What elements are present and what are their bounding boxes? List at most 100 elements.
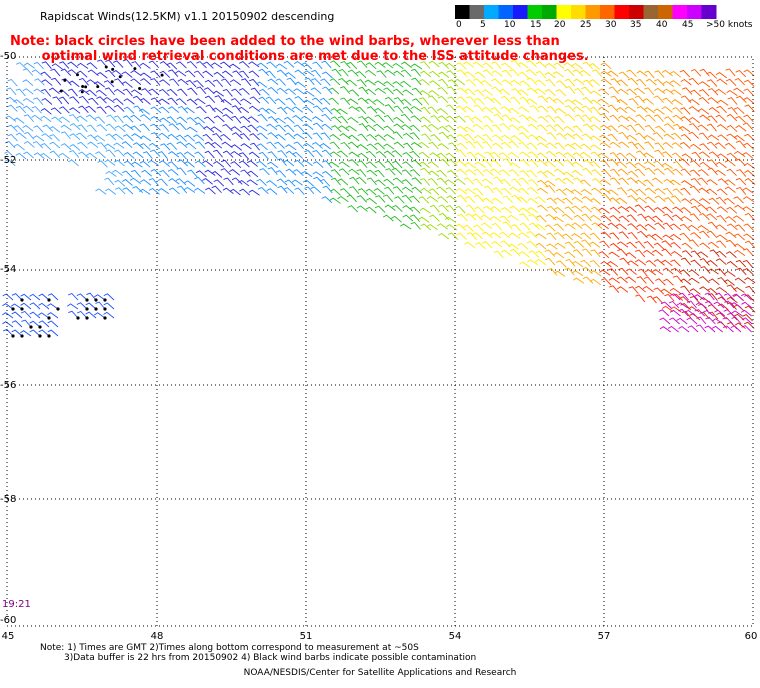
wind-barb	[76, 293, 88, 301]
wind-barb	[654, 222, 666, 230]
contamination-dot	[20, 307, 24, 311]
wind-barb	[15, 88, 26, 97]
wind-barb	[159, 70, 171, 78]
wind-barb	[59, 96, 70, 105]
wind-barb	[616, 276, 628, 284]
wind-barb	[150, 169, 162, 177]
wind-barb	[554, 242, 566, 249]
wind-barb	[31, 69, 43, 77]
wind-barb	[294, 81, 306, 88]
legend-swatch	[600, 5, 615, 19]
wind-barb	[347, 141, 359, 149]
wind-barb	[581, 105, 593, 113]
wind-barb	[265, 70, 276, 79]
wind-barb	[743, 142, 755, 150]
wind-barb	[481, 231, 493, 239]
wind-barb	[634, 179, 646, 187]
wind-barb	[247, 124, 259, 132]
wind-barb	[644, 167, 656, 175]
wind-barb	[105, 170, 117, 177]
wind-barb	[105, 123, 117, 131]
wind-barb	[491, 61, 502, 70]
wind-barb	[148, 60, 160, 69]
wind-barb	[86, 152, 98, 160]
wind-barb	[607, 133, 618, 142]
wind-barb	[698, 303, 709, 312]
y-tick-label: -52	[0, 155, 17, 166]
wind-barb	[194, 160, 206, 168]
wind-barb	[554, 232, 565, 240]
wind-barb	[715, 258, 727, 266]
wind-barb	[49, 150, 61, 158]
wind-barb	[266, 123, 278, 131]
wind-barb	[122, 88, 133, 97]
wind-barb	[744, 294, 755, 302]
wind-barb	[740, 309, 752, 317]
wind-barb	[645, 114, 656, 122]
wind-barb	[696, 324, 707, 333]
wind-barb	[22, 125, 34, 132]
wind-barb	[627, 260, 639, 267]
wind-barb	[726, 89, 738, 96]
wind-barb	[122, 170, 133, 178]
wind-barb	[687, 224, 700, 231]
wind-barb	[735, 158, 746, 167]
wind-barb	[705, 316, 716, 325]
wind-barb	[537, 204, 548, 212]
wind-barb	[699, 258, 710, 266]
wind-barb	[312, 61, 323, 70]
wind-barb	[465, 204, 476, 213]
wind-barb	[40, 143, 52, 151]
contamination-dot	[85, 316, 89, 320]
wind-barb	[499, 169, 511, 177]
wind-barb	[654, 70, 665, 78]
wind-barb	[681, 310, 692, 319]
wind-barb	[421, 124, 432, 133]
wind-barb	[356, 205, 368, 212]
wind-barb	[123, 106, 135, 114]
wind-barb	[158, 132, 170, 140]
wind-barb	[438, 125, 450, 133]
wind-barb	[456, 168, 468, 176]
wind-barb	[724, 142, 736, 150]
wind-barb	[546, 232, 557, 241]
wind-barb	[653, 114, 664, 123]
wind-barb	[741, 325, 752, 333]
wind-barb	[142, 151, 153, 160]
wind-barb	[564, 251, 576, 258]
wind-barb	[259, 168, 270, 176]
wind-barb	[654, 87, 666, 95]
wind-barb	[708, 197, 720, 205]
wind-barb	[69, 144, 81, 151]
wind-barb	[653, 95, 664, 103]
legend-swatch	[614, 5, 630, 19]
wind-barb	[653, 242, 665, 250]
wind-barb	[552, 216, 564, 223]
wind-barb	[490, 215, 502, 223]
wind-barb	[428, 95, 439, 103]
wind-barb	[658, 309, 670, 317]
wind-barb	[509, 162, 521, 169]
wind-barb	[29, 329, 41, 337]
wind-barb	[113, 159, 125, 167]
wind-barb	[742, 259, 753, 268]
wind-barb	[697, 124, 709, 131]
wind-barb	[400, 113, 411, 122]
wind-barb	[717, 321, 728, 329]
wind-barb	[690, 177, 701, 186]
wind-barb	[733, 107, 745, 115]
wind-barb	[322, 107, 333, 115]
wind-barb	[223, 177, 234, 186]
wind-barb	[69, 96, 80, 104]
wind-barb	[527, 142, 538, 150]
wind-barb	[419, 207, 431, 214]
wind-barb	[68, 310, 79, 319]
wind-barb	[519, 261, 531, 268]
wind-barb	[257, 186, 269, 194]
wind-barb	[571, 189, 583, 196]
legend-swatch	[498, 5, 514, 19]
wind-barb	[193, 134, 205, 141]
wind-barb	[688, 98, 700, 106]
wind-barb	[572, 161, 584, 168]
wind-barb	[303, 99, 315, 106]
